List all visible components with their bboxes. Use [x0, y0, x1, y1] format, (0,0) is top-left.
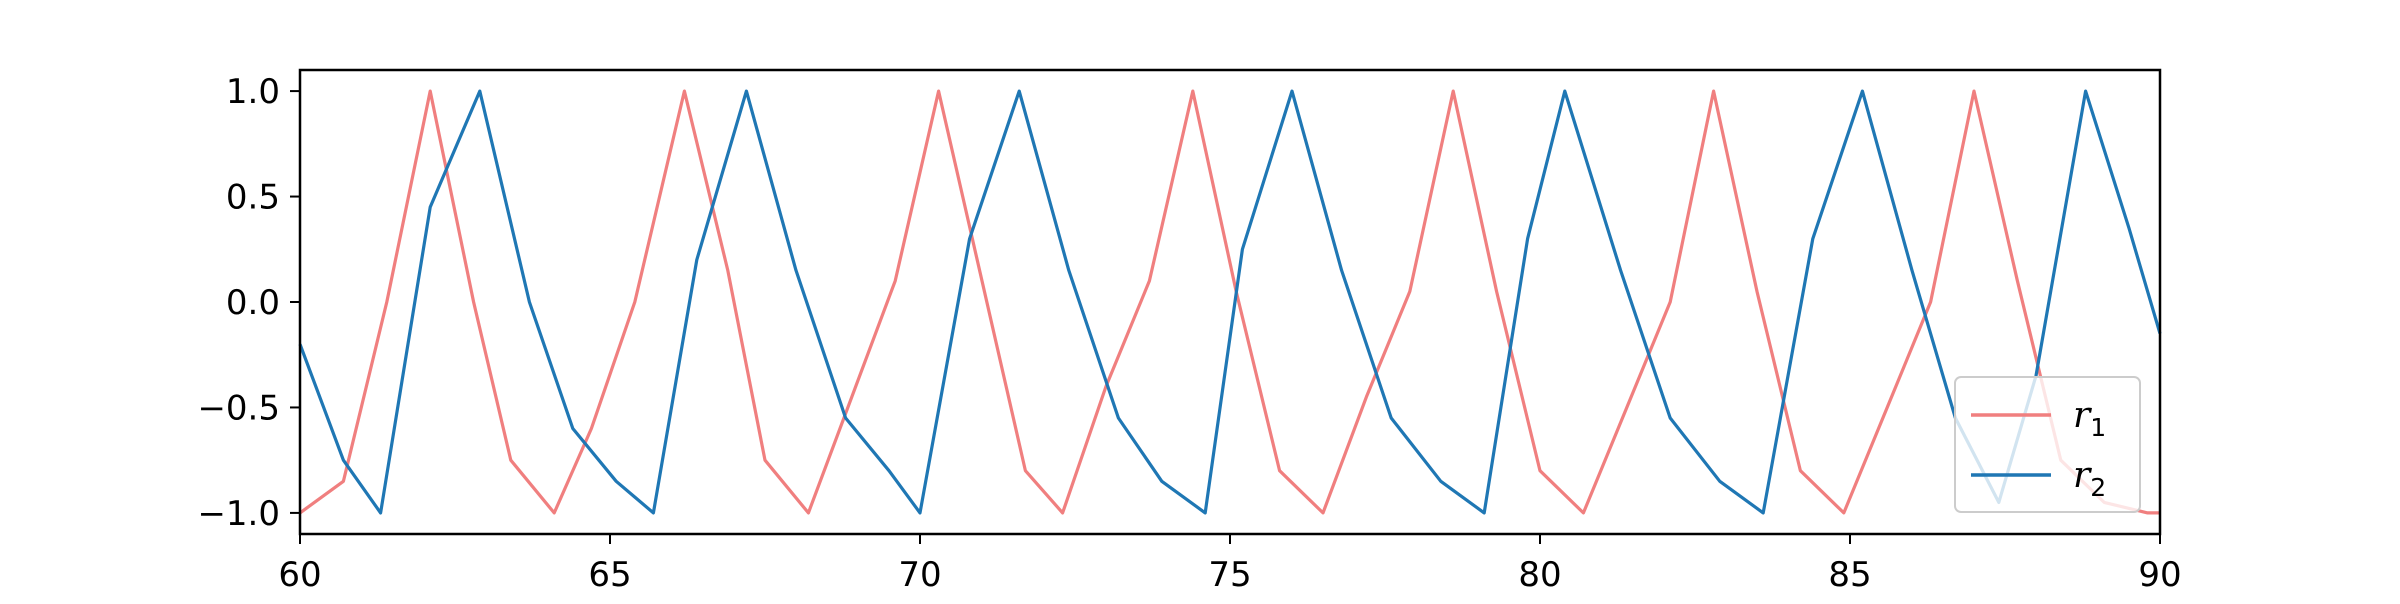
plot-frame [298, 68, 2162, 536]
x-tick-label: 60 [278, 555, 321, 595]
legend-series-name: r [2073, 395, 2092, 436]
legend-series-subscript: 2 [2090, 473, 2106, 502]
x-tick-label: 65 [588, 555, 631, 595]
x-tick-label: 85 [1828, 555, 1871, 595]
series-layer [298, 89, 2162, 515]
y-tick-label: 0.0 [226, 283, 280, 323]
legend-label-r2: r2 [2073, 455, 2106, 502]
x-tick-label: 80 [1518, 555, 1561, 595]
legend-series-name: r [2073, 455, 2092, 496]
x-tick-label: 75 [1208, 555, 1251, 595]
y-tick-label: −0.5 [197, 388, 280, 428]
y-tick-label: −1.0 [197, 494, 280, 534]
x-tick-label: 70 [898, 555, 941, 595]
axes-layer: 60 65 70 75 80 85 90 −1.0 −0.5 0.0 0.5 1.0 [197, 72, 2181, 595]
legend-box [1954, 376, 2141, 513]
series-line-r2 [298, 89, 2162, 515]
legend-series-subscript: 1 [2090, 413, 2106, 442]
y-tick-label: 1.0 [226, 72, 280, 112]
x-tick-label: 90 [2138, 555, 2181, 595]
legend-label-r1: r1 [2073, 395, 2106, 442]
y-tick-label: 0.5 [226, 178, 280, 218]
